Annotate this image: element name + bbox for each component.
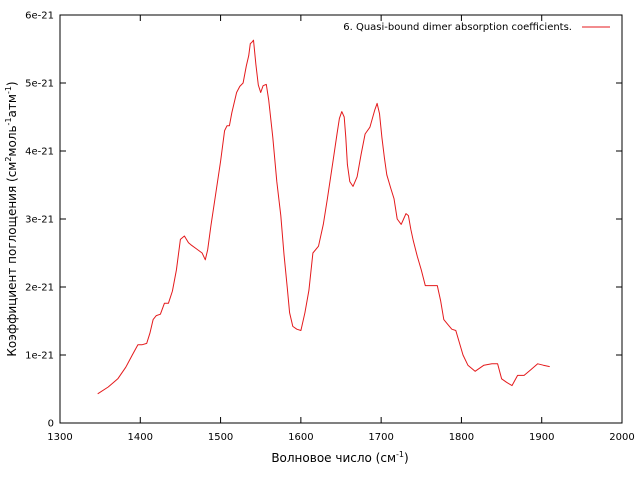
y-tick-label: 6e-21 [25, 11, 54, 22]
y-axis-ticks: 0 1e-21 2e-21 3e-21 4e-21 5e-21 6e-21 [25, 11, 622, 430]
x-tick-label: 2000 [609, 432, 634, 443]
y-axis-title-part1: Коэффициент поглощения (см [5, 162, 19, 357]
y-axis-title-part2: моль [5, 125, 19, 156]
x-tick-label: 1800 [449, 432, 474, 443]
x-tick-label: 1700 [368, 432, 393, 443]
y-tick-label: 5e-21 [25, 79, 54, 90]
x-tick-label: 1600 [288, 432, 313, 443]
y-tick-label: 4e-21 [25, 147, 54, 158]
y-axis-title-part3: атм [5, 94, 19, 117]
series-layer [97, 39, 550, 395]
y-axis-title-sup3: -1 [4, 86, 13, 94]
y-tick-label: 0 [48, 419, 54, 430]
x-tick-label: 1300 [47, 432, 72, 443]
x-tick-label: 1500 [208, 432, 233, 443]
y-axis-title-sup1: 2 [4, 157, 13, 162]
x-axis-title-sup: -1 [396, 450, 404, 459]
x-tick-label: 1900 [529, 432, 554, 443]
y-tick-label: 2e-21 [25, 283, 54, 294]
x-tick-label: 1400 [128, 432, 153, 443]
y-tick-label: 3e-21 [25, 215, 54, 226]
y-axis-title-part4: ) [5, 81, 19, 86]
plot-frame [59, 14, 623, 424]
x-axis-title-main: Волновое число (см [271, 451, 396, 465]
y-axis-title-sup2: -1 [4, 117, 13, 125]
y-axis-title: Коэффициент поглощения (см2моль-1атм-1) [4, 81, 19, 356]
series-line-0 [97, 39, 550, 395]
y-tick-label: 1e-21 [25, 351, 54, 362]
x-axis-title-end: ) [404, 451, 409, 465]
x-axis-ticks: 1300 1400 1500 1600 1700 1800 1900 2000 [47, 15, 635, 443]
legend-label: 6. Quasi-bound dimer absorption coeffici… [343, 22, 572, 33]
x-axis-title: Волновое число (см-1) [271, 450, 408, 465]
legend: 6. Quasi-bound dimer absorption coeffici… [343, 22, 610, 33]
